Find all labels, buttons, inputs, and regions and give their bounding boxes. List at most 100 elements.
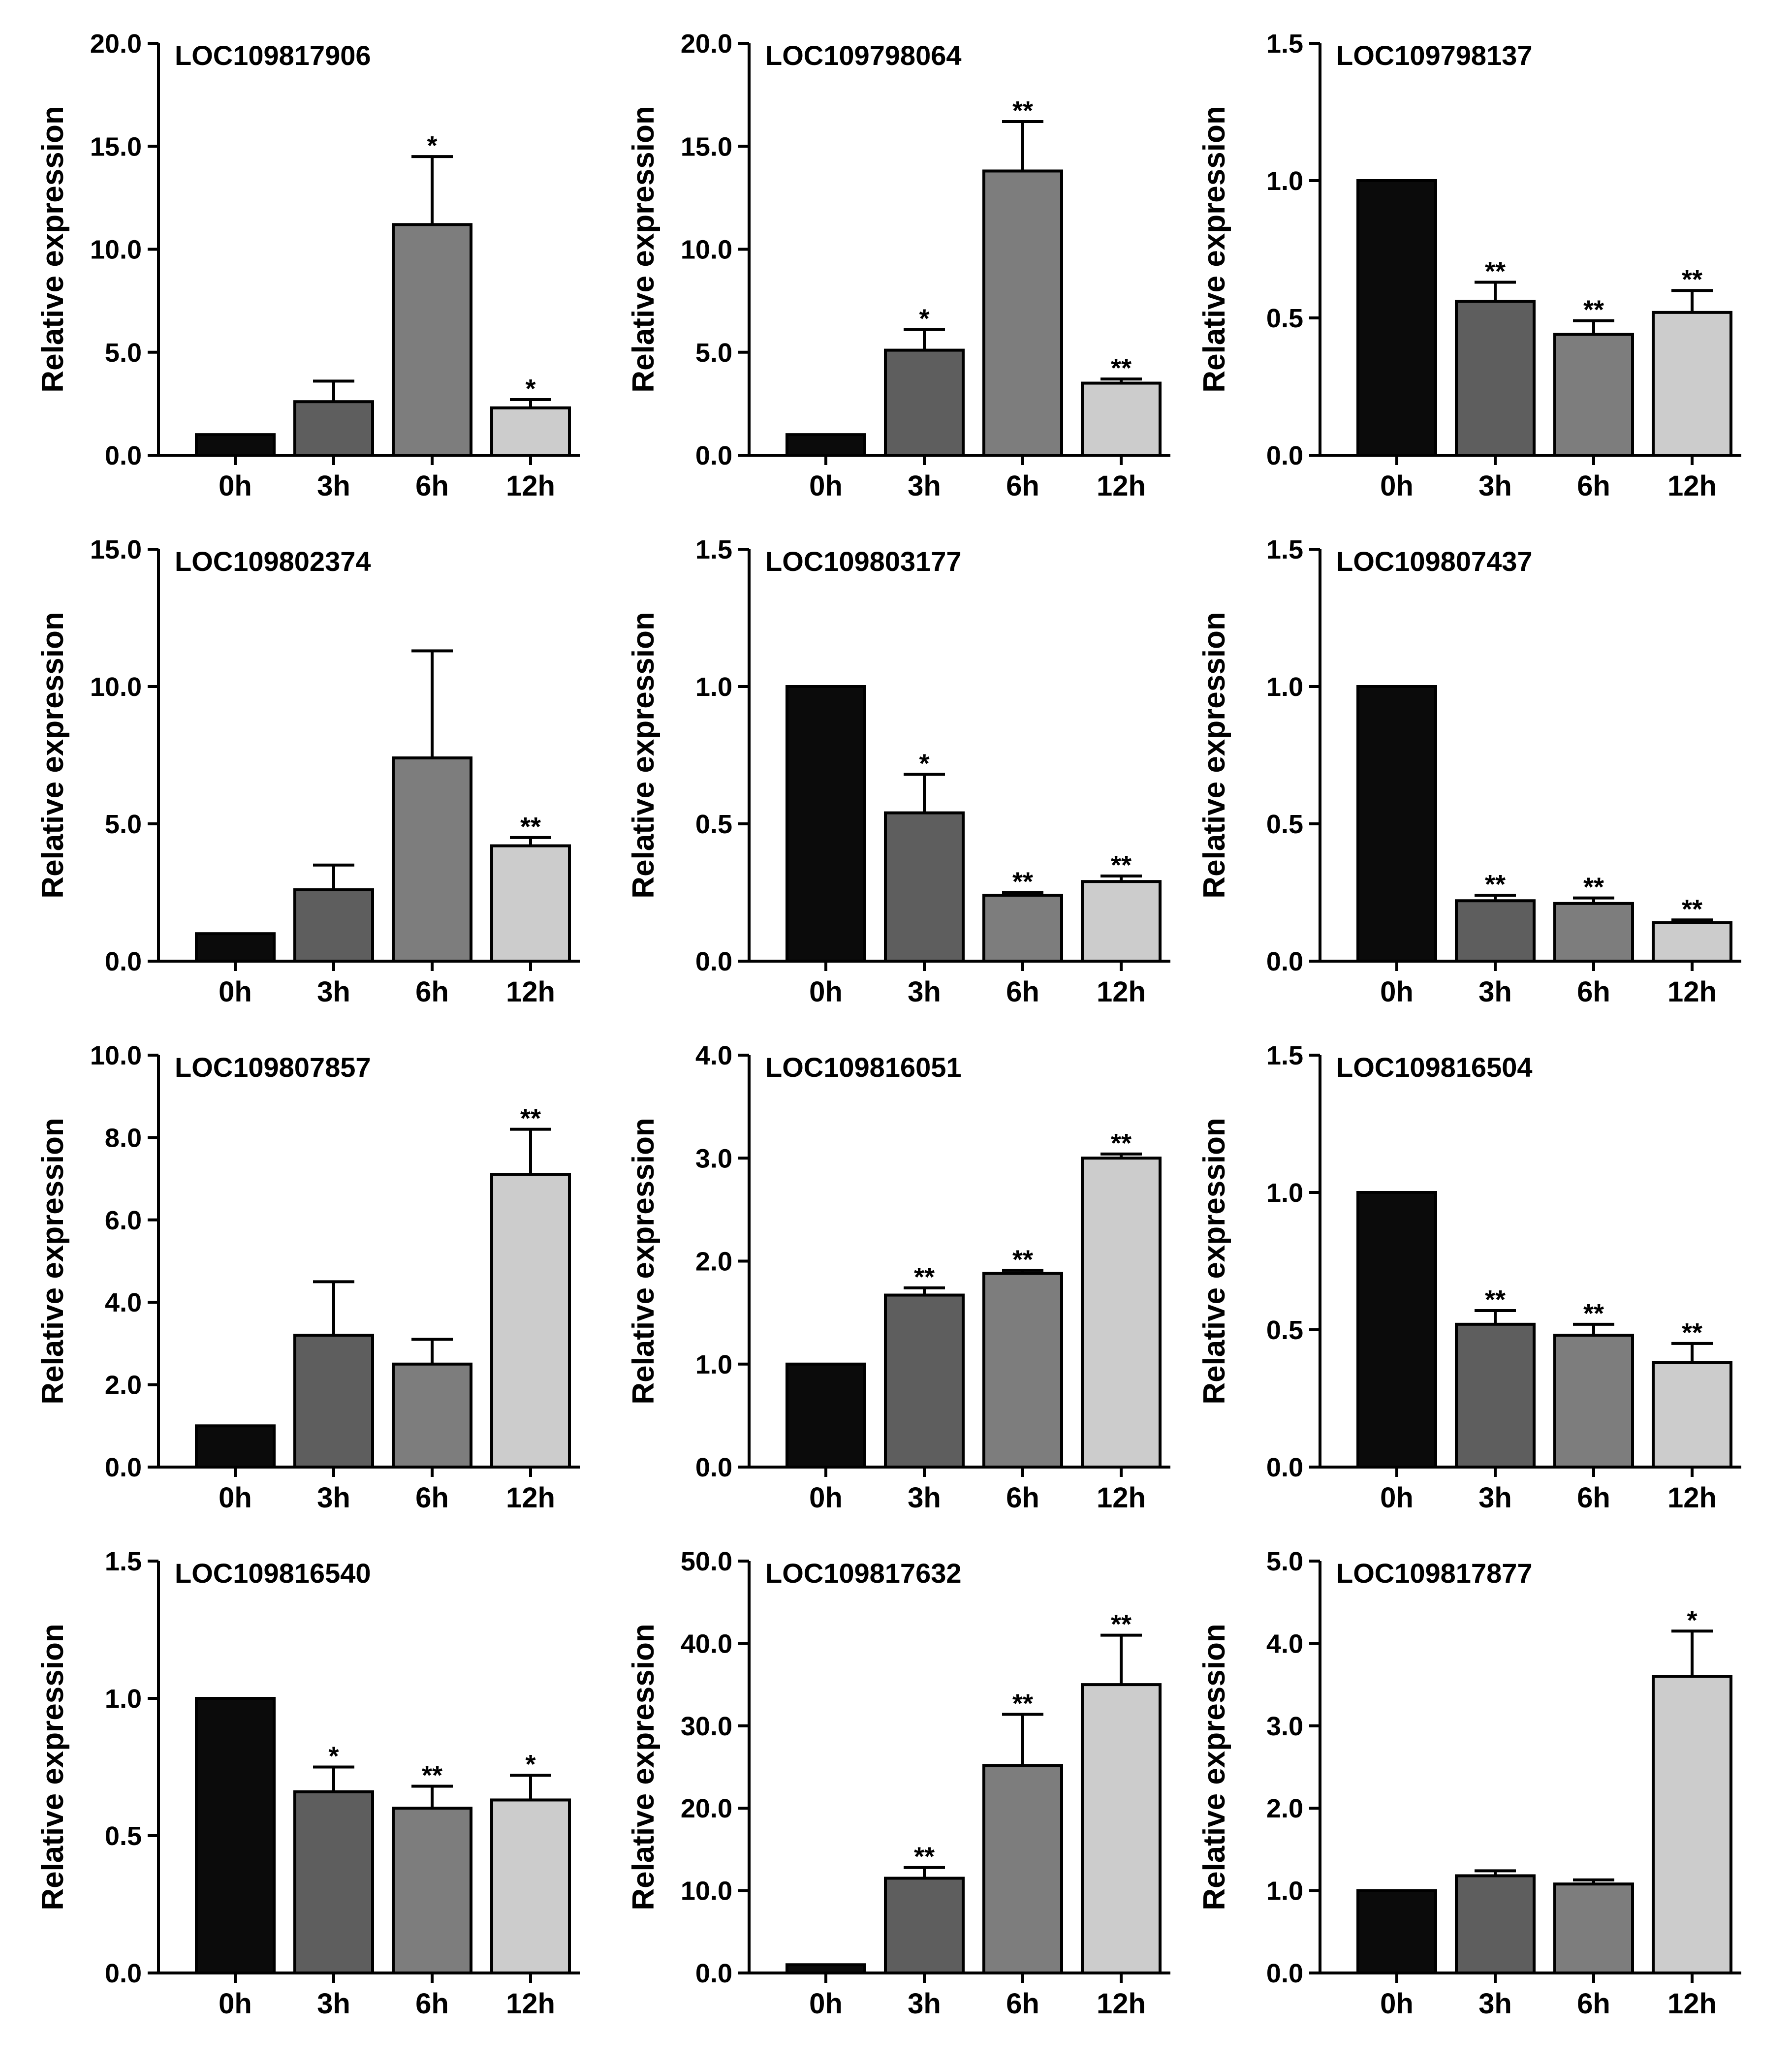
bar-6h xyxy=(392,1362,472,1469)
x-tick-label-0h: 0h xyxy=(809,1482,843,1514)
chart-panel-LOC109816540: 0h * 3h ** 6h * 12h 0.0 0.5 1.0 1.5 LOC109816540 Rel… xyxy=(36,1547,580,2020)
bar-3h xyxy=(884,811,965,963)
x-tick-label-6h: 6h xyxy=(1577,976,1610,1008)
y-axis-label: Relative expression xyxy=(1197,1624,1231,1910)
y-axis-label: Relative expression xyxy=(36,1624,70,1910)
significance-3h: ** xyxy=(1485,1285,1506,1315)
x-tick-label-12h: 12h xyxy=(506,1988,555,2020)
chart-panel-LOC109798137: 0h ** 3h ** 6h ** 12h 0.0 0.5 1.0 1.5 LOC109798137 R… xyxy=(1197,29,1741,502)
significance-12h: ** xyxy=(1682,1318,1702,1347)
x-tick-label-6h: 6h xyxy=(1577,470,1610,502)
significance-12h: * xyxy=(525,1750,535,1779)
y-tick-label: 0.5 xyxy=(695,810,732,839)
x-tick-label-12h: 12h xyxy=(1667,1482,1717,1514)
y-tick-label: 0.0 xyxy=(695,1959,732,1988)
significance-6h: ** xyxy=(1012,1245,1033,1274)
y-tick-label: 4.0 xyxy=(695,1041,732,1070)
significance-3h: ** xyxy=(914,1842,935,1872)
bar-6h xyxy=(982,1272,1063,1469)
chart-panel-LOC109816051: 0h ** 3h ** 6h ** 12h 0.0 1.0 2.0 3.0 4.0 LOC1098160… xyxy=(627,1041,1170,1514)
x-tick-label-6h: 6h xyxy=(415,470,449,502)
y-tick-label: 5.0 xyxy=(105,810,142,839)
y-tick-label: 0.5 xyxy=(1266,810,1303,839)
bar-3h xyxy=(884,1877,965,1974)
y-tick-label: 5.0 xyxy=(695,338,732,368)
y-tick-label: 3.0 xyxy=(695,1144,732,1173)
chart-panel-LOC109816504: 0h ** 3h ** 6h ** 12h 0.0 0.5 1.0 1.5 LOC109816504 R… xyxy=(1197,1041,1741,1514)
y-tick-label: 10.0 xyxy=(90,672,142,702)
bar-3h xyxy=(1455,1322,1536,1469)
x-tick-label-0h: 0h xyxy=(219,976,252,1008)
bar-12h xyxy=(490,406,571,457)
bar-12h xyxy=(1081,1683,1162,1975)
bar-12h xyxy=(490,1173,571,1469)
y-tick-label: 1.0 xyxy=(1266,166,1303,196)
x-tick-label-12h: 12h xyxy=(1097,1988,1146,2020)
x-tick-label-6h: 6h xyxy=(415,1482,449,1514)
y-axis-label: Relative expression xyxy=(627,1118,660,1404)
bar-12h xyxy=(1081,381,1162,457)
y-tick-label: 1.5 xyxy=(1266,535,1303,564)
x-tick-label-3h: 3h xyxy=(908,470,941,502)
y-axis-label: Relative expression xyxy=(627,612,660,898)
x-tick-label-12h: 12h xyxy=(506,976,555,1008)
y-tick-label: 1.0 xyxy=(1266,672,1303,702)
x-tick-label-0h: 0h xyxy=(1380,976,1414,1008)
bar-12h xyxy=(1652,1675,1732,1974)
y-axis-label: Relative expression xyxy=(1197,612,1231,898)
y-tick-label: 1.0 xyxy=(695,1350,732,1379)
significance-3h: ** xyxy=(1485,256,1506,286)
chart-panel-LOC109817632: 0h ** 3h ** 6h ** 12h 0.0 10.0 20.0 30.0 40.0 50.0 LO… xyxy=(627,1547,1170,2020)
bar-6h xyxy=(982,169,1063,457)
y-axis-label: Relative expression xyxy=(627,1624,660,1910)
y-tick-label: 15.0 xyxy=(90,535,142,564)
bar-3h xyxy=(1455,300,1536,457)
bar-0h xyxy=(195,932,276,963)
bar-0h xyxy=(195,1424,276,1469)
y-tick-label: 6.0 xyxy=(105,1206,142,1235)
chart-panel-LOC109807857: 0h 3h 6h ** 12h 0.0 2.0 4.0 6.0 8.0 10.0 LOC1098078… xyxy=(36,1041,580,1514)
x-tick-label-3h: 3h xyxy=(908,1482,941,1514)
x-tick-label-0h: 0h xyxy=(809,1988,843,2020)
x-tick-label-0h: 0h xyxy=(219,1988,252,2020)
bar-6h xyxy=(1553,1334,1634,1469)
bar-12h xyxy=(1652,311,1732,457)
y-tick-label: 0.0 xyxy=(695,441,732,470)
bar-0h xyxy=(1356,179,1437,457)
x-tick-label-6h: 6h xyxy=(415,976,449,1008)
bar-3h xyxy=(884,1293,965,1469)
chart-title: LOC109807437 xyxy=(1336,546,1533,577)
y-tick-label: 1.0 xyxy=(1266,1877,1303,1906)
bar-6h xyxy=(392,223,472,457)
chart-title: LOC109807857 xyxy=(175,1052,371,1083)
chart-panel-LOC109817877: 0h 3h 6h * 12h 0.0 1.0 2.0 3.0 4.0 5.0 LOC109817877… xyxy=(1197,1547,1741,2020)
x-tick-label-3h: 3h xyxy=(317,470,350,502)
significance-12h: * xyxy=(1687,1605,1697,1635)
significance-12h: ** xyxy=(1111,850,1132,880)
bar-12h xyxy=(1652,921,1732,963)
chart-panel-LOC109807437: 0h ** 3h ** 6h ** 12h 0.0 0.5 1.0 1.5 LOC109807437 R… xyxy=(1197,535,1741,1008)
x-tick-label-3h: 3h xyxy=(1478,1482,1512,1514)
y-tick-label: 20.0 xyxy=(681,1794,732,1823)
chart-title: LOC109802374 xyxy=(175,546,371,577)
chart-title: LOC109817906 xyxy=(175,40,371,71)
y-tick-label: 1.5 xyxy=(1266,29,1303,59)
significance-3h: ** xyxy=(914,1262,935,1292)
y-tick-label: 1.5 xyxy=(695,535,732,564)
x-tick-label-0h: 0h xyxy=(1380,470,1414,502)
x-tick-label-12h: 12h xyxy=(1097,470,1146,502)
y-axis-label: Relative expression xyxy=(36,1118,70,1404)
y-tick-label: 5.0 xyxy=(1266,1547,1303,1576)
chart-panel-LOC109802374: 0h 3h 6h ** 12h 0.0 5.0 10.0 15.0 LOC109802374 Rel… xyxy=(36,535,580,1008)
y-tick-label: 2.0 xyxy=(1266,1794,1303,1823)
x-tick-label-6h: 6h xyxy=(1006,470,1039,502)
y-tick-label: 2.0 xyxy=(695,1247,732,1277)
y-tick-label: 0.5 xyxy=(1266,304,1303,333)
y-tick-label: 0.0 xyxy=(1266,441,1303,470)
significance-6h: ** xyxy=(1583,295,1604,325)
y-axis-label: Relative expression xyxy=(36,106,70,392)
significance-12h: ** xyxy=(1111,1610,1132,1639)
y-tick-label: 0.0 xyxy=(105,441,142,470)
significance-3h: ** xyxy=(1485,870,1506,899)
y-tick-label: 0.0 xyxy=(1266,1959,1303,1988)
